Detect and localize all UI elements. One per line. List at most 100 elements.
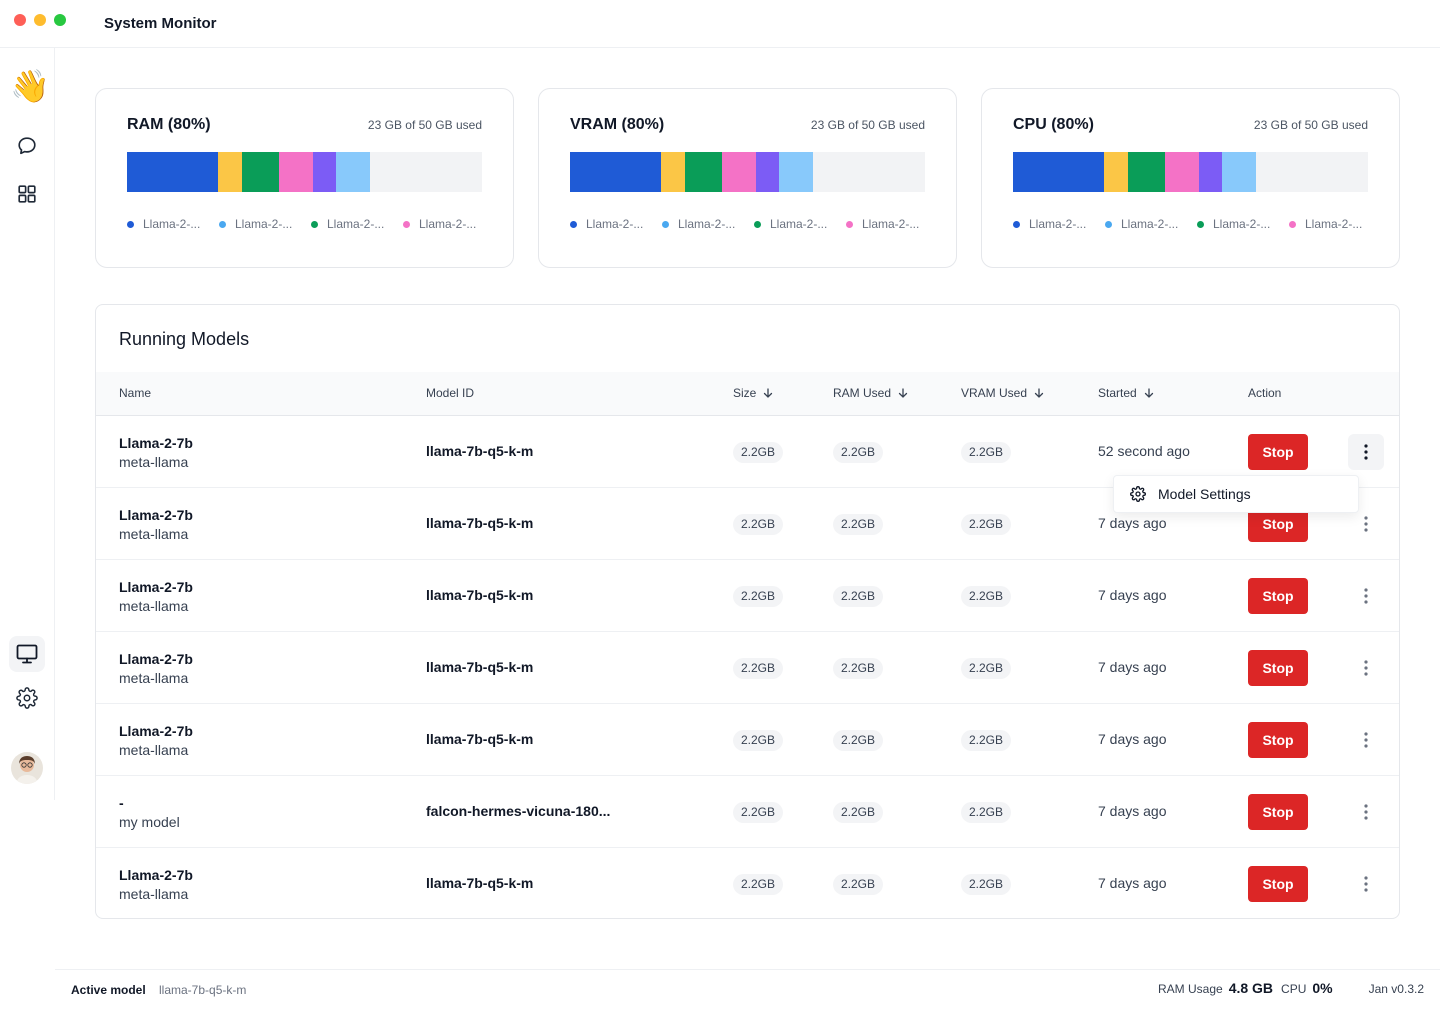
size-badge: 2.2GB [733, 874, 784, 895]
started-time: 7 days ago [1098, 803, 1167, 819]
usage-bar-segment [570, 152, 661, 192]
model-org: meta-llama [119, 454, 189, 470]
usage-legend: Llama-2-... Llama-2-... Llama-2-... Llam… [570, 217, 938, 231]
model-name-cell: Llama-2-7b meta-llama [119, 650, 193, 688]
card-title: VRAM (80%) [570, 116, 665, 133]
usage-bar-segment [241, 152, 279, 192]
legend-label: Llama-2-... [678, 217, 736, 231]
sort-arrow-down-icon [1144, 388, 1153, 398]
more-vertical-icon [1364, 732, 1368, 748]
size-badge: 2.2GB [733, 658, 784, 679]
vram-used-badge: 2.2GB [961, 442, 1012, 463]
more-vertical-icon [1364, 588, 1368, 604]
started-time: 52 second ago [1098, 443, 1190, 459]
started-time: 7 days ago [1098, 587, 1167, 603]
size-badge: 2.2GB [733, 514, 784, 535]
card-usage-text: 23 GB of 50 GB used [367, 118, 482, 132]
column-header-ram-used[interactable]: RAM Used [833, 386, 909, 400]
stop-button[interactable]: Stop [1248, 794, 1308, 830]
ram-usage-value: 4.8 GB [1228, 980, 1274, 996]
legend-dot [1289, 220, 1296, 228]
settings-icon [16, 687, 38, 709]
sidebar-item-system-monitor[interactable] [9, 636, 45, 672]
resource-card: VRAM (80%) 23 GB of 50 GB used Llama-2-..… [538, 88, 957, 268]
started-time: 7 days ago [1098, 659, 1167, 675]
usage-bar-segment [1013, 152, 1104, 192]
usage-legend: Llama-2-... Llama-2-... Llama-2-... Llam… [127, 217, 495, 231]
stop-button[interactable]: Stop [1248, 650, 1308, 686]
maximize-window-button[interactable] [54, 14, 66, 26]
gear-icon [1130, 486, 1146, 502]
row-options-button[interactable] [1348, 506, 1384, 542]
close-window-button[interactable] [14, 14, 26, 26]
card-usage-text: 23 GB of 50 GB used [810, 118, 925, 132]
model-name-cell: - my model [119, 794, 180, 832]
legend-item: Llama-2-... [127, 217, 219, 231]
row-options-button[interactable] [1348, 434, 1384, 470]
hand-wave-icon[interactable]: 👋 [10, 68, 50, 104]
stop-button[interactable]: Stop [1248, 866, 1308, 902]
usage-bar-segment [278, 152, 313, 192]
column-header-vram-used[interactable]: VRAM Used [961, 386, 1045, 400]
model-name: Llama-2-7b [119, 651, 193, 667]
stop-button[interactable]: Stop [1248, 722, 1308, 758]
stop-button[interactable]: Stop [1248, 434, 1308, 470]
ram-used-badge: 2.2GB [833, 658, 884, 679]
sidebar-item-chat[interactable] [9, 128, 45, 164]
legend-item: Llama-2-... [846, 217, 938, 231]
running-models-panel: Running Models Name Model ID Size RAM Us… [95, 304, 1400, 919]
sidebar-item-settings[interactable] [9, 680, 45, 716]
legend-item: Llama-2-... [754, 217, 846, 231]
avatar[interactable] [11, 752, 43, 784]
status-bar: Active model llama-7b-q5-k-m RAM Usage 4… [55, 969, 1440, 1009]
more-vertical-icon [1364, 444, 1368, 460]
usage-bar-segment [127, 152, 218, 192]
vram-used-badge: 2.2GB [961, 586, 1012, 607]
model-name-cell: Llama-2-7b meta-llama [119, 434, 193, 472]
legend-label: Llama-2-... [1213, 217, 1271, 231]
model-id: falcon-hermes-vicuna-180... [426, 803, 611, 819]
usage-bar-segment [684, 152, 722, 192]
sidebar: 👋 [0, 48, 55, 800]
column-header-started[interactable]: Started [1098, 386, 1155, 400]
column-header-size[interactable]: Size [733, 386, 774, 400]
model-id: llama-7b-q5-k-m [426, 587, 534, 603]
active-model-label: Active model [71, 983, 146, 997]
legend-label: Llama-2-... [862, 217, 920, 231]
model-settings-menu-item[interactable]: Model Settings [1158, 486, 1251, 502]
legend-dot [1197, 220, 1204, 228]
table-row: Llama-2-7b meta-llama llama-7b-q5-k-m 2.… [96, 632, 1399, 704]
minimize-window-button[interactable] [34, 14, 46, 26]
row-options-button[interactable] [1348, 578, 1384, 614]
legend-label: Llama-2-... [143, 217, 201, 231]
legend-dot [1105, 220, 1112, 228]
size-badge: 2.2GB [733, 586, 784, 607]
model-name-cell: Llama-2-7b meta-llama [119, 866, 193, 904]
legend-label: Llama-2-... [235, 217, 293, 231]
usage-bar-segment [335, 152, 370, 192]
model-name-cell: Llama-2-7b meta-llama [119, 722, 193, 760]
row-options-button[interactable] [1348, 650, 1384, 686]
active-model-value: llama-7b-q5-k-m [159, 983, 247, 997]
stop-button[interactable]: Stop [1248, 578, 1308, 614]
legend-label: Llama-2-... [586, 217, 644, 231]
legend-item: Llama-2-... [1289, 217, 1381, 231]
model-name: Llama-2-7b [119, 435, 193, 451]
column-header-action: Action [1248, 386, 1282, 400]
legend-item: Llama-2-... [1013, 217, 1105, 231]
user-avatar-image [11, 752, 43, 784]
row-options-button[interactable] [1348, 866, 1384, 902]
row-options-button[interactable] [1348, 722, 1384, 758]
vram-used-badge: 2.2GB [961, 802, 1012, 823]
model-name: Llama-2-7b [119, 507, 193, 523]
legend-item: Llama-2-... [219, 217, 311, 231]
table-row: Llama-2-7b meta-llama llama-7b-q5-k-m 2.… [96, 848, 1399, 920]
vram-used-badge: 2.2GB [961, 874, 1012, 895]
sidebar-item-hub[interactable] [9, 176, 45, 212]
model-id: llama-7b-q5-k-m [426, 515, 534, 531]
column-header-name: Name [119, 386, 152, 400]
cpu-value: 0% [1312, 980, 1333, 996]
row-options-button[interactable] [1348, 794, 1384, 830]
legend-dot [662, 220, 669, 228]
usage-bar-segment [1164, 152, 1199, 192]
